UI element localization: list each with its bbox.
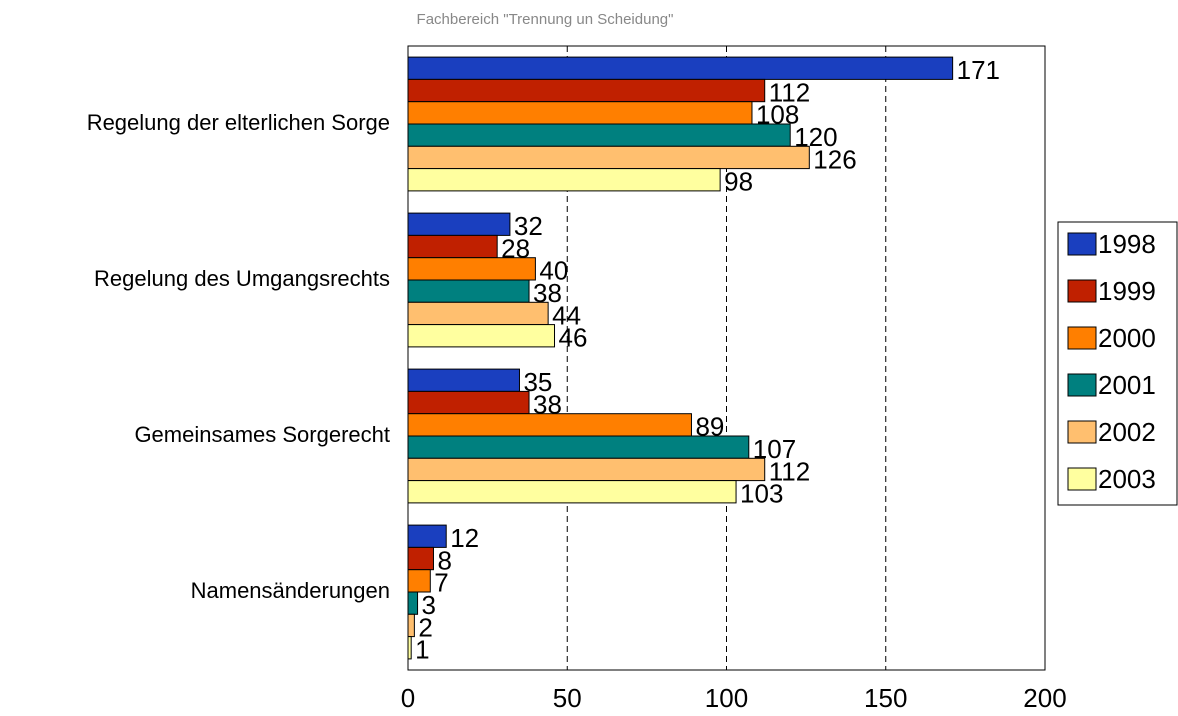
legend-swatch xyxy=(1067,326,1097,350)
data-label: 3 xyxy=(422,590,436,620)
legend-swatch xyxy=(1067,467,1097,491)
data-label: 12 xyxy=(450,523,479,553)
bar xyxy=(407,212,511,236)
bar xyxy=(407,546,434,571)
bar xyxy=(407,101,753,125)
legend-label: 2001 xyxy=(1098,370,1156,400)
legend-swatch xyxy=(1067,420,1097,444)
data-label: 32 xyxy=(514,211,543,241)
bar xyxy=(407,435,750,459)
x-tick-label: 200 xyxy=(1023,683,1066,713)
data-label: 2 xyxy=(418,612,432,642)
data-label: 46 xyxy=(559,323,588,353)
y-tick-label: Gemeinsames Sorgerecht xyxy=(134,422,390,447)
x-tick-label: 100 xyxy=(705,683,748,713)
data-label: 103 xyxy=(740,479,783,509)
bar xyxy=(407,78,766,103)
y-tick-label: Regelung des Umgangsrechts xyxy=(94,266,390,291)
data-label: 7 xyxy=(434,568,448,598)
bar xyxy=(407,569,431,593)
x-tick-label: 0 xyxy=(401,683,415,713)
bar xyxy=(407,279,530,303)
bar xyxy=(407,56,954,80)
bar xyxy=(407,591,419,615)
bar xyxy=(407,413,692,437)
bar xyxy=(407,390,530,415)
bar xyxy=(407,123,791,147)
bar xyxy=(407,234,498,259)
bar xyxy=(407,636,412,660)
legend-swatch xyxy=(1067,279,1097,303)
bar xyxy=(407,457,766,482)
data-label: 112 xyxy=(769,456,810,486)
data-label: 8 xyxy=(437,545,451,575)
legend-box xyxy=(1057,221,1178,506)
bar xyxy=(407,524,447,548)
data-label: 112 xyxy=(769,77,810,107)
data-label: 126 xyxy=(813,144,856,174)
data-label: 44 xyxy=(552,300,581,330)
bar xyxy=(407,324,556,348)
bar xyxy=(407,613,415,638)
x-tick-label: 50 xyxy=(553,683,582,713)
legend-swatch xyxy=(1067,232,1097,256)
bar xyxy=(407,145,810,170)
bar xyxy=(407,480,737,504)
legend-swatch xyxy=(1067,373,1097,397)
x-tick-label: 150 xyxy=(864,683,907,713)
bar xyxy=(407,301,549,326)
chart-title: Fachbereich "Trennung un Scheidung" xyxy=(417,11,674,28)
bar xyxy=(407,168,721,192)
data-label: 171 xyxy=(957,55,1000,85)
y-tick-label: Namensänderungen xyxy=(191,578,390,603)
legend-label: 2002 xyxy=(1098,417,1156,447)
data-label: 40 xyxy=(539,256,568,286)
legend-label: 1998 xyxy=(1098,229,1156,259)
legend-label: 2003 xyxy=(1098,464,1156,494)
data-label: 1 xyxy=(415,635,429,665)
y-tick-label: Regelung der elterlichen Sorge xyxy=(87,110,390,135)
legend-label: 2000 xyxy=(1098,323,1156,353)
bar xyxy=(407,368,520,392)
bar xyxy=(407,257,536,281)
legend-label: 1999 xyxy=(1098,276,1156,306)
data-label: 98 xyxy=(724,167,753,197)
